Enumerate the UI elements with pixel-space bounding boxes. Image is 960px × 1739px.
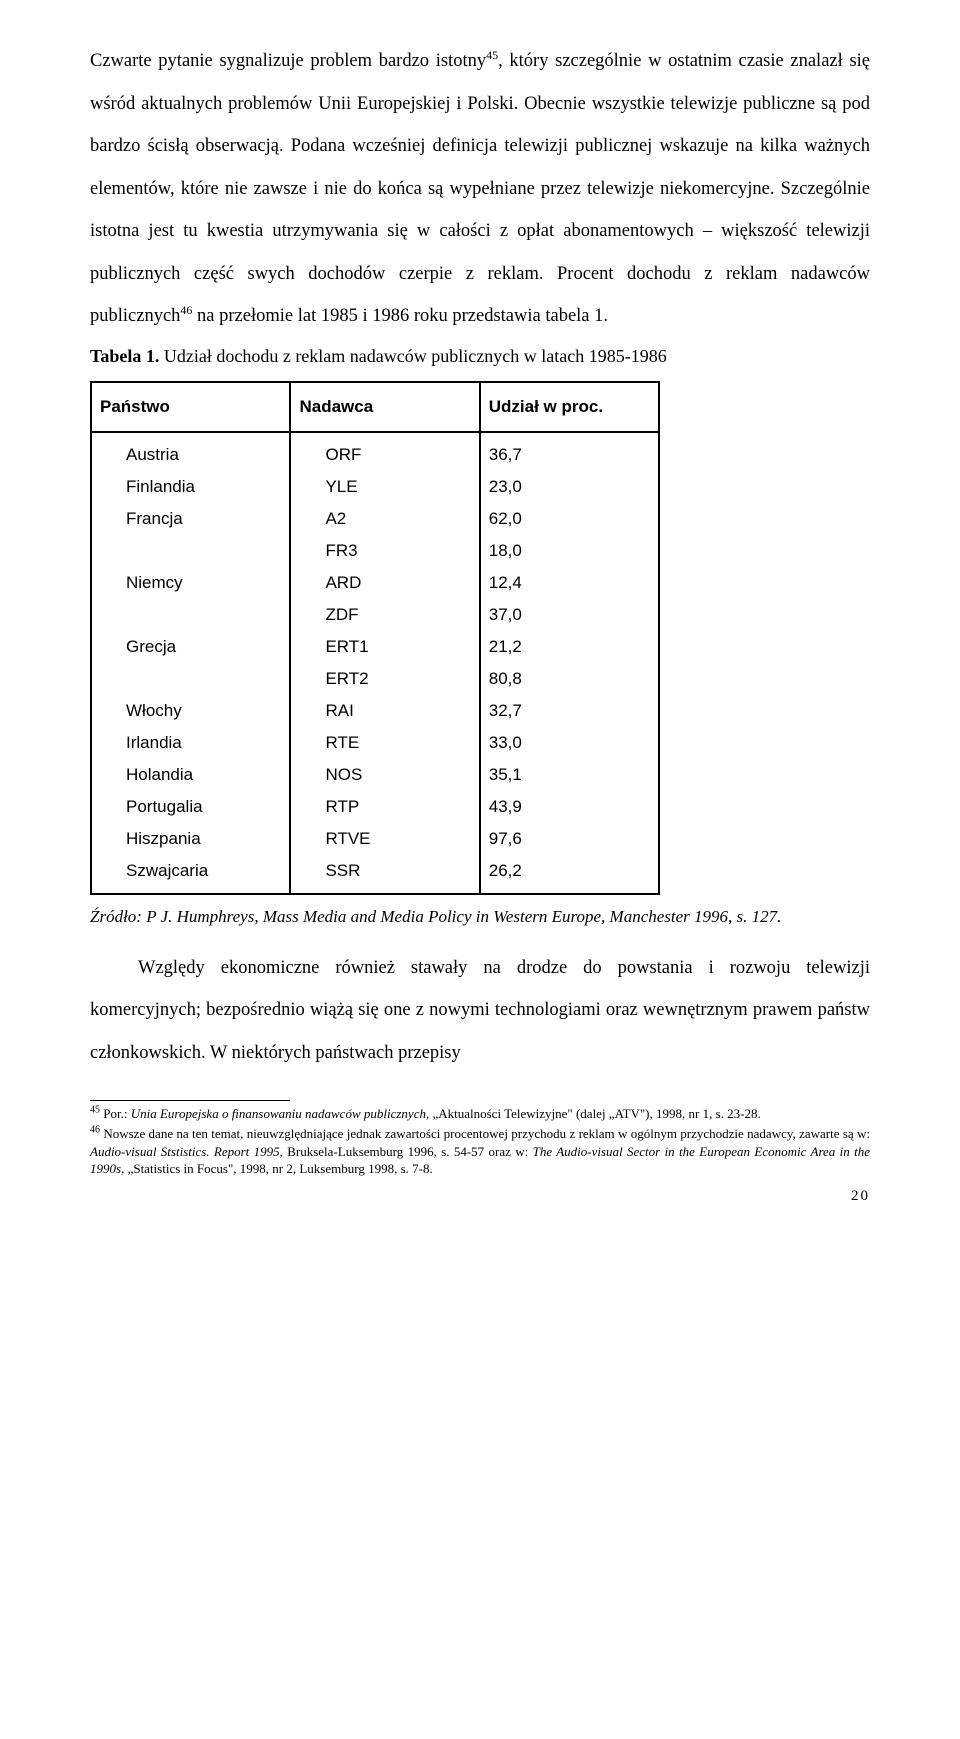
- footnote-text: , „Statistics in Focus", 1998, nr 2, Luk…: [121, 1161, 433, 1176]
- table-cell: 26,2: [480, 855, 659, 894]
- table-cell: 35,1: [480, 759, 659, 791]
- table-cell: ERT1: [290, 631, 479, 663]
- table-cell: Włochy: [91, 695, 290, 727]
- table-header: Udział w proc.: [480, 382, 659, 432]
- footnote-italic: Audio-visual Ststistics. Report 1995: [90, 1144, 280, 1159]
- table-cell: A2: [290, 503, 479, 535]
- footnote-ref-46: 46: [180, 303, 192, 317]
- table-row: WłochyRAI32,7: [91, 695, 659, 727]
- table-cell: RTP: [290, 791, 479, 823]
- table-caption-label: Tabela 1.: [90, 346, 159, 366]
- table-cell: Irlandia: [91, 727, 290, 759]
- para1-text-c: na przełomie lat 1985 i 1986 roku przeds…: [192, 306, 608, 326]
- footnote-text: , Bruksela-Luksemburg 1996, s. 54-57 ora…: [280, 1144, 533, 1159]
- table-row: IrlandiaRTE33,0: [91, 727, 659, 759]
- table-cell: Finlandia: [91, 471, 290, 503]
- table-cell: Austria: [91, 432, 290, 471]
- table-cell: ARD: [290, 567, 479, 599]
- data-table: Państwo Nadawca Udział w proc. AustriaOR…: [90, 381, 660, 895]
- footnote-45: 45 Por.: Unia Europejska o finansowaniu …: [90, 1105, 870, 1123]
- table-row: NiemcyARD12,4: [91, 567, 659, 599]
- table-cell: Niemcy: [91, 567, 290, 599]
- table-cell: 62,0: [480, 503, 659, 535]
- table-row: HiszpaniaRTVE97,6: [91, 823, 659, 855]
- footnote-text: Por.:: [100, 1106, 131, 1121]
- footnote-num: 46: [90, 1125, 100, 1136]
- table-row: FinlandiaYLE23,0: [91, 471, 659, 503]
- table-cell: [91, 599, 290, 631]
- table-source: Źródło: P J. Humphreys, Mass Media and M…: [90, 907, 870, 927]
- table-row: FrancjaA262,0: [91, 503, 659, 535]
- para1-text-a: Czwarte pytanie sygnalizuje problem bard…: [90, 51, 486, 71]
- table-header: Państwo: [91, 382, 290, 432]
- table-cell: SSR: [290, 855, 479, 894]
- table-cell: Hiszpania: [91, 823, 290, 855]
- table-caption-text: Udział dochodu z reklam nadawców publicz…: [159, 346, 666, 366]
- table-row: SzwajcariaSSR26,2: [91, 855, 659, 894]
- table-header: Nadawca: [290, 382, 479, 432]
- table-cell: ERT2: [290, 663, 479, 695]
- table-cell: ZDF: [290, 599, 479, 631]
- table-cell: RTVE: [290, 823, 479, 855]
- footnote-ref-45: 45: [486, 48, 498, 62]
- table-cell: YLE: [290, 471, 479, 503]
- table-cell: 33,0: [480, 727, 659, 759]
- table-cell: Francja: [91, 503, 290, 535]
- table-row: GrecjaERT121,2: [91, 631, 659, 663]
- table-cell: Grecja: [91, 631, 290, 663]
- table-cell: RTE: [290, 727, 479, 759]
- table-row: FR318,0: [91, 535, 659, 567]
- footnote-italic: Unia Europejska o finansowaniu nadawców …: [131, 1106, 426, 1121]
- footnote-text: Nowsze dane na ten temat, nieuwzględniaj…: [100, 1126, 870, 1141]
- table-row: HolandiaNOS35,1: [91, 759, 659, 791]
- paragraph-2: Względy ekonomiczne również stawały na d…: [90, 947, 870, 1075]
- para1-text-b: , który szczególnie w ostatnim czasie zn…: [90, 51, 870, 326]
- table-cell: NOS: [290, 759, 479, 791]
- table-cell: 37,0: [480, 599, 659, 631]
- table-body: AustriaORF36,7FinlandiaYLE23,0FrancjaA26…: [91, 432, 659, 894]
- table-cell: [91, 663, 290, 695]
- table-cell: 18,0: [480, 535, 659, 567]
- paragraph-1: Czwarte pytanie sygnalizuje problem bard…: [90, 40, 870, 338]
- table-cell: Szwajcaria: [91, 855, 290, 894]
- table-cell: 80,8: [480, 663, 659, 695]
- table-cell: Holandia: [91, 759, 290, 791]
- table-header-row: Państwo Nadawca Udział w proc.: [91, 382, 659, 432]
- table-cell: FR3: [290, 535, 479, 567]
- table-cell: Portugalia: [91, 791, 290, 823]
- table-cell: RAI: [290, 695, 479, 727]
- table-caption: Tabela 1. Udział dochodu z reklam nadawc…: [90, 346, 870, 367]
- table-row: ZDF37,0: [91, 599, 659, 631]
- footnote-46: 46 Nowsze dane na ten temat, nieuwzględn…: [90, 1125, 870, 1178]
- table-cell: 43,9: [480, 791, 659, 823]
- footnote-text: , „Aktualności Telewizyjne" (dalej „ATV"…: [426, 1106, 761, 1121]
- table-cell: 12,4: [480, 567, 659, 599]
- page-number: 20: [90, 1188, 870, 1205]
- table-row: ERT280,8: [91, 663, 659, 695]
- table-cell: [91, 535, 290, 567]
- table-cell: 32,7: [480, 695, 659, 727]
- footnote-separator: [90, 1100, 290, 1101]
- table-row: PortugaliaRTP43,9: [91, 791, 659, 823]
- table-cell: 23,0: [480, 471, 659, 503]
- table-cell: ORF: [290, 432, 479, 471]
- table-cell: 97,6: [480, 823, 659, 855]
- table-cell: 36,7: [480, 432, 659, 471]
- table-row: AustriaORF36,7: [91, 432, 659, 471]
- table-cell: 21,2: [480, 631, 659, 663]
- footnote-num: 45: [90, 1105, 100, 1116]
